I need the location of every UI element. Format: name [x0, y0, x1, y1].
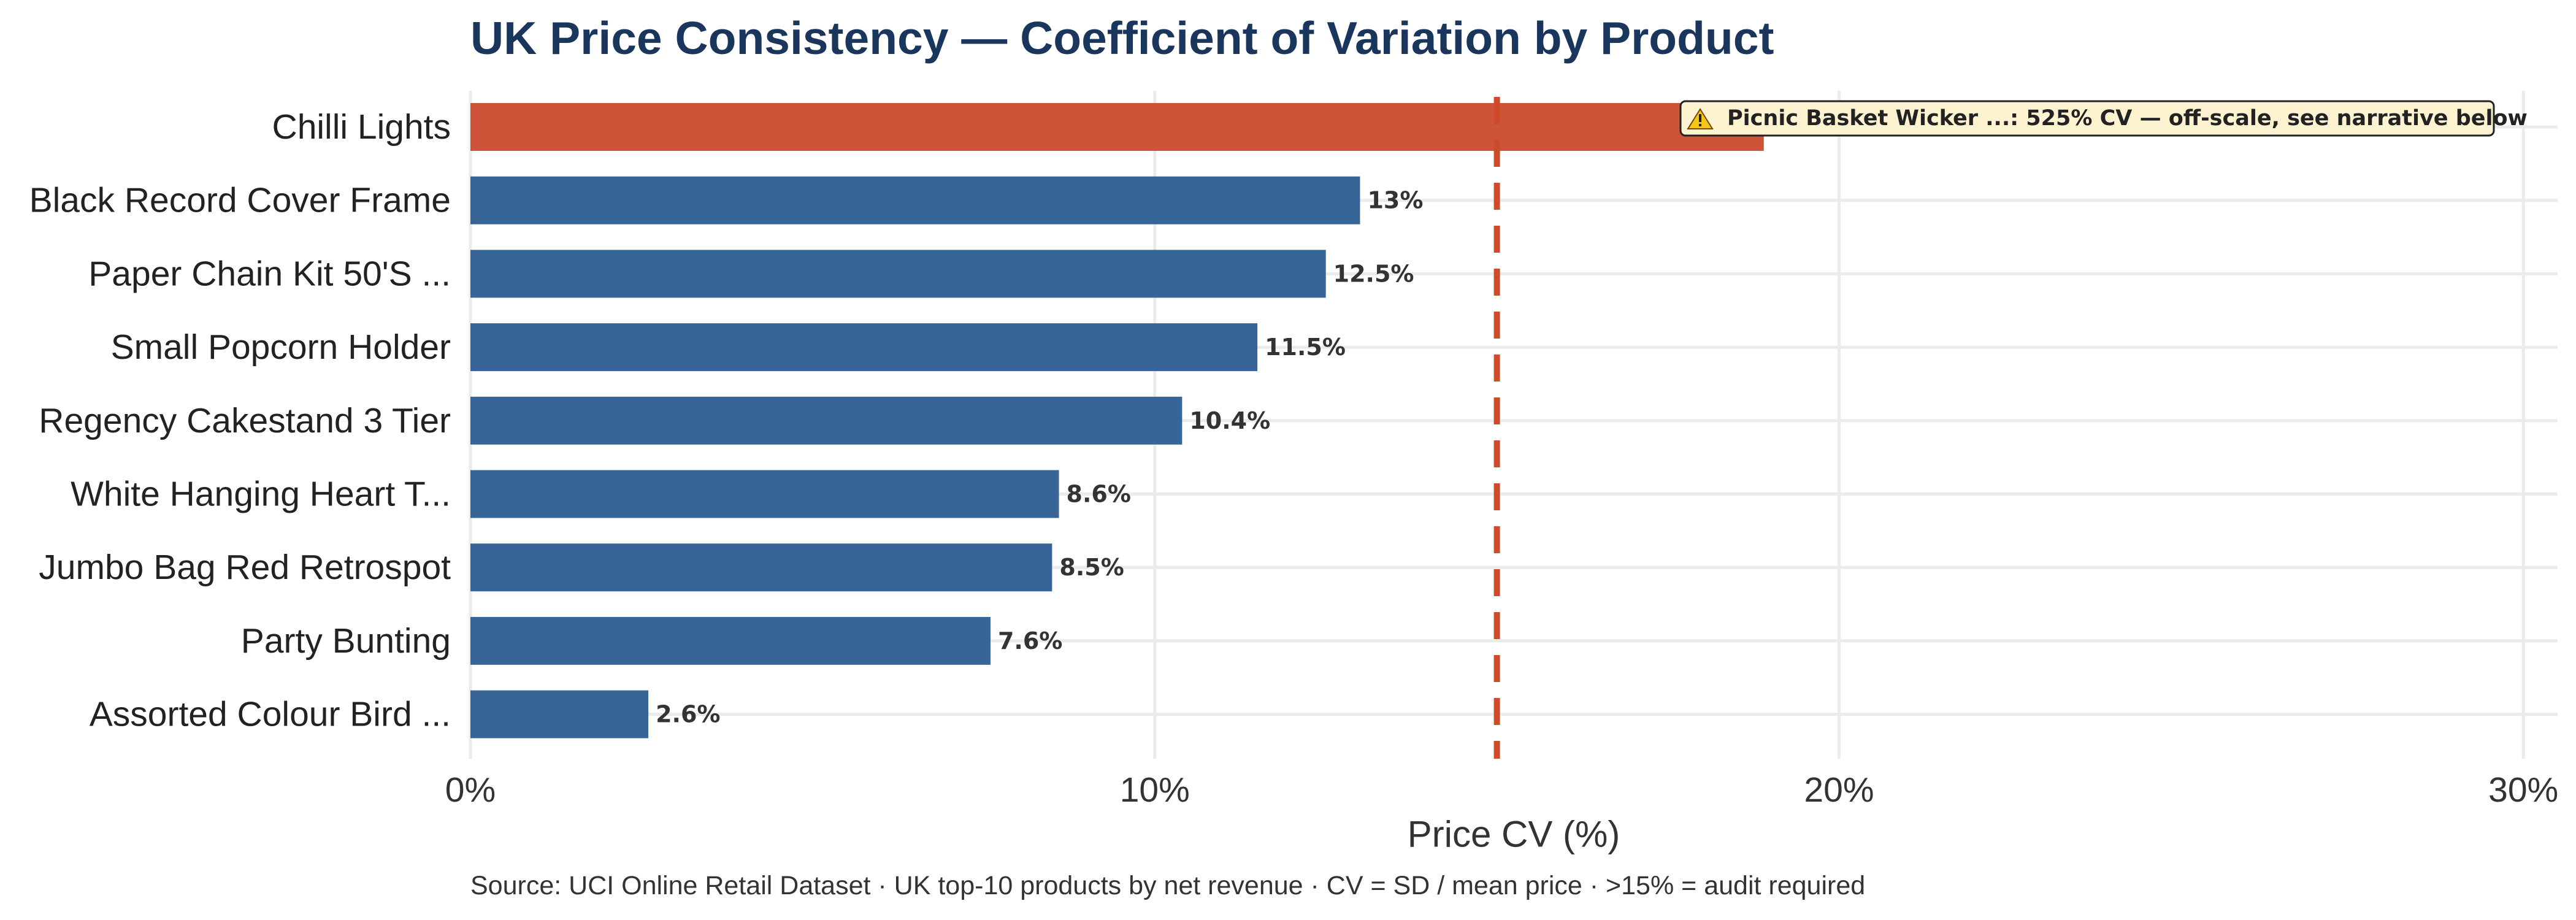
bar — [470, 176, 1360, 224]
category-label: Party Bunting — [241, 621, 451, 661]
annotation-text: Picnic Basket Wicker ...: 525% CV — off-… — [1727, 106, 2528, 131]
chart-caption: Source: UCI Online Retail Dataset · UK t… — [470, 871, 1865, 900]
annotation-callout: Picnic Basket Wicker ...: 525% CV — off-… — [1679, 100, 2528, 137]
category-label: Black Record Cover Frame — [29, 181, 451, 220]
x-tick-label: 30% — [2488, 770, 2558, 810]
category-label: Small Popcorn Holder — [111, 328, 451, 367]
x-tick-label: 20% — [1804, 770, 1874, 810]
warning-icon — [1687, 108, 1714, 129]
warning-dot — [1699, 124, 1701, 126]
x-tick-label: 10% — [1120, 770, 1190, 810]
category-label: Regency Cakestand 3 Tier — [39, 401, 451, 440]
category-label: White Hanging Heart T... — [71, 475, 451, 514]
data-label: 13% — [1367, 187, 1423, 214]
data-label: 8.6% — [1067, 481, 1131, 508]
x-axis-label: Price CV (%) — [1408, 814, 1620, 855]
bar — [470, 543, 1052, 592]
bar — [470, 690, 649, 738]
warning-mark — [1699, 114, 1701, 122]
bar — [470, 396, 1183, 445]
chart-title: UK Price Consistency — Coefficient of Va… — [470, 12, 1774, 64]
data-label: 10.4% — [1189, 407, 1270, 434]
data-label: 7.6% — [998, 627, 1062, 654]
x-tick-label: 0% — [445, 770, 496, 810]
data-label: 11.5% — [1265, 334, 1346, 361]
category-label: Jumbo Bag Red Retrospot — [39, 548, 451, 587]
category-label: Chilli Lights — [272, 107, 451, 147]
bar — [470, 616, 991, 665]
category-label: Paper Chain Kit 50'S ... — [88, 254, 451, 293]
annotation-box — [1679, 100, 2495, 137]
bar — [470, 470, 1059, 518]
data-label: 8.5% — [1059, 554, 1124, 581]
data-label: 12.5% — [1333, 260, 1414, 287]
bar — [470, 250, 1326, 298]
category-label: Assorted Colour Bird ... — [90, 695, 451, 734]
data-label: 2.6% — [656, 701, 720, 728]
bar — [470, 103, 1764, 151]
bar — [470, 323, 1258, 372]
